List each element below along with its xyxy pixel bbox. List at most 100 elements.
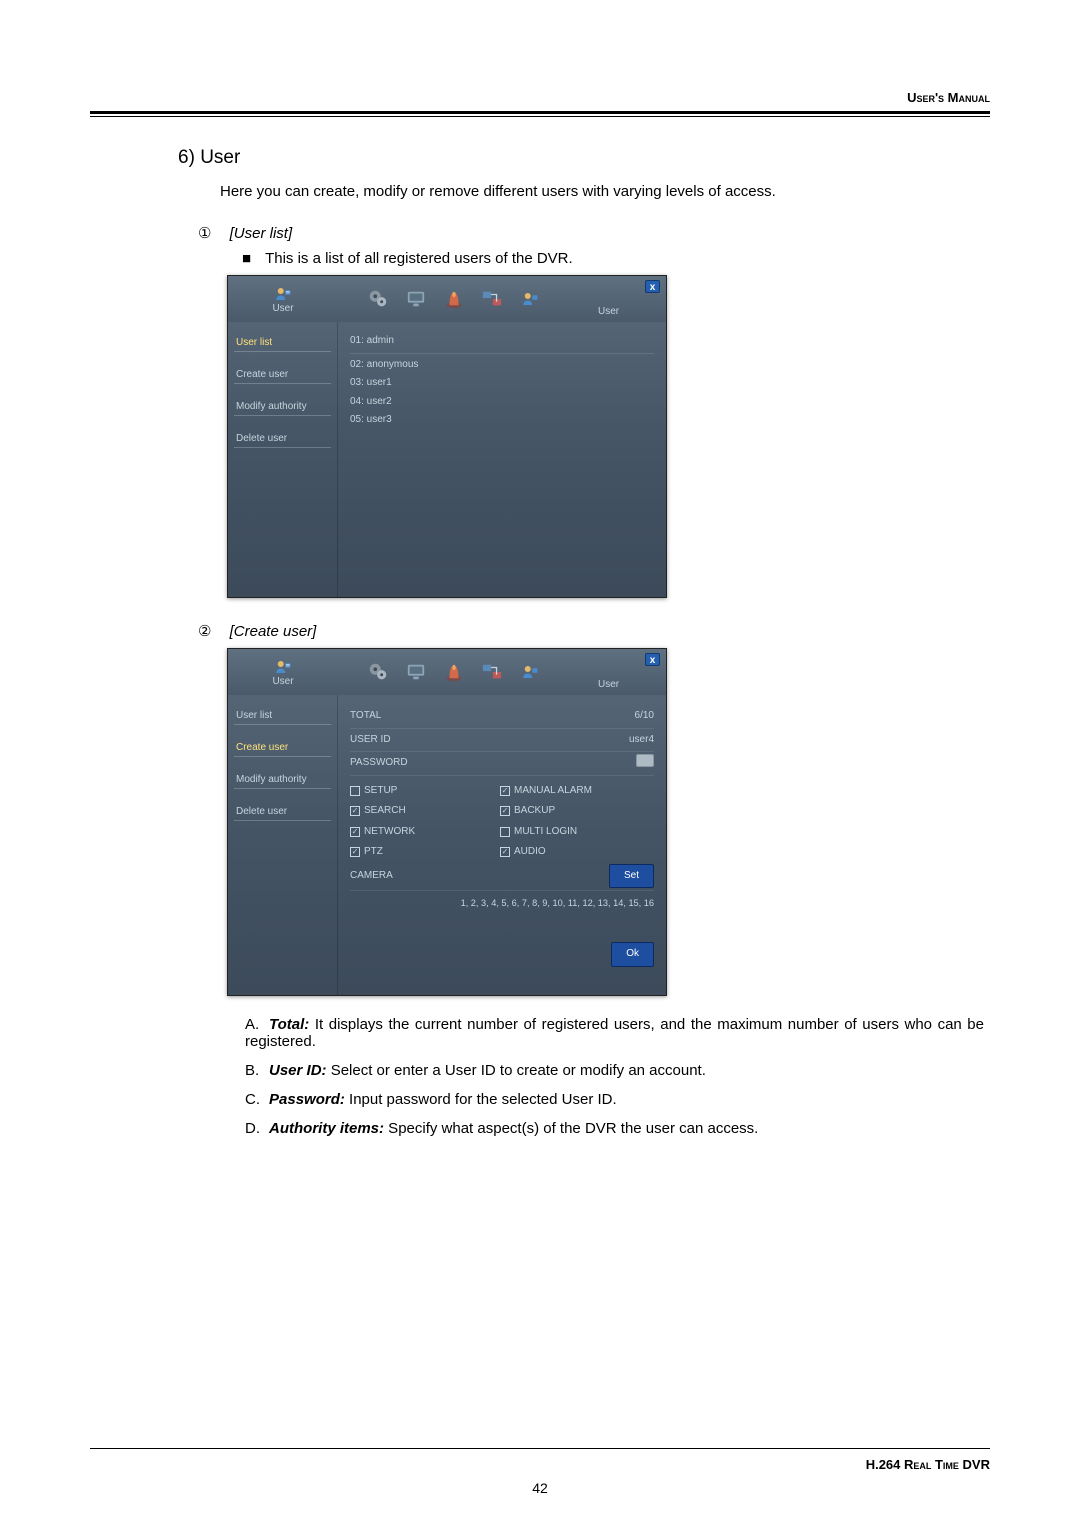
- alarm-icon[interactable]: [442, 661, 466, 683]
- monitor-icon[interactable]: [404, 288, 428, 310]
- row-userid: USER ID user4: [350, 729, 654, 753]
- close-button[interactable]: x: [645, 653, 660, 666]
- checkbox-icon: [500, 847, 510, 857]
- chk-network[interactable]: NETWORK: [350, 823, 500, 842]
- network-icon[interactable]: [480, 288, 504, 310]
- chk-ptz[interactable]: PTZ: [350, 843, 500, 862]
- chk-setup[interactable]: SETUP: [350, 782, 500, 801]
- main-panel: TOTAL 6/10 USER ID user4 PASSWORD SETUP …: [338, 695, 666, 995]
- chk-label: AUDIO: [514, 843, 546, 862]
- monitor-icon[interactable]: [404, 661, 428, 683]
- tab-user[interactable]: User: [228, 649, 338, 695]
- user-icon: [273, 658, 293, 676]
- chk-label: MULTI LOGIN: [514, 823, 577, 842]
- sidebar-item-userlist[interactable]: User list: [234, 707, 331, 725]
- section-intro: Here you can create, modify or remove di…: [220, 183, 990, 200]
- screenshot-create-user: User User x User list Create user Modify…: [227, 648, 667, 996]
- desc-label: Password:: [269, 1091, 345, 1108]
- bullet-userlist: ■ This is a list of all registered users …: [242, 250, 990, 267]
- network-icon[interactable]: [480, 661, 504, 683]
- chk-multilogin[interactable]: MULTI LOGIN: [500, 823, 650, 842]
- main-panel: 01: admin 02: anonymous 03: user1 04: us…: [338, 322, 666, 597]
- sidebar: User list Create user Modify authority D…: [228, 322, 338, 597]
- sidebar-item-userlist[interactable]: User list: [234, 334, 331, 352]
- user-icon: [273, 285, 293, 303]
- user-row[interactable]: 01: admin: [350, 332, 654, 351]
- set-button[interactable]: Set: [609, 864, 654, 889]
- chk-search[interactable]: SEARCH: [350, 802, 500, 821]
- gear-icon[interactable]: [366, 288, 390, 310]
- square-bullet: ■: [242, 250, 251, 267]
- chk-audio[interactable]: AUDIO: [500, 843, 650, 862]
- checkbox-icon: [350, 806, 360, 816]
- keyboard-icon[interactable]: [636, 754, 654, 767]
- letter: B.: [245, 1062, 269, 1079]
- desc-text: Input password for the selected User ID.: [345, 1091, 617, 1108]
- camera-list: 1, 2, 3, 4, 5, 6, 7, 8, 9, 10, 11, 12, 1…: [350, 895, 654, 912]
- sidebar-item-createuser[interactable]: Create user: [234, 739, 331, 757]
- desc-text: It displays the current number of regist…: [245, 1016, 984, 1050]
- sidebar-item-deleteuser[interactable]: Delete user: [234, 430, 331, 448]
- close-button[interactable]: x: [645, 280, 660, 293]
- userid-label: USER ID: [350, 731, 391, 750]
- checkbox-icon: [350, 847, 360, 857]
- chk-label: NETWORK: [364, 823, 415, 842]
- header-right: User's Manual: [90, 90, 990, 105]
- checkbox-icon: [350, 827, 360, 837]
- screenshot-user-list: User User x User list Create user Modify…: [227, 275, 667, 598]
- chk-label: SEARCH: [364, 802, 406, 821]
- user-row[interactable]: 04: user2: [350, 393, 654, 412]
- chk-manualalarm[interactable]: MANUAL ALARM: [500, 782, 650, 801]
- bullet-text: This is a list of all registered users o…: [265, 250, 573, 267]
- top-right-user-label: User: [598, 679, 619, 690]
- checkbox-icon: [500, 827, 510, 837]
- checkbox-icon: [500, 786, 510, 796]
- section-number: 6): [178, 147, 195, 168]
- chk-label: MANUAL ALARM: [514, 782, 592, 801]
- user-row[interactable]: 03: user1: [350, 374, 654, 393]
- sidebar-item-deleteuser[interactable]: Delete user: [234, 803, 331, 821]
- sidebar-item-modifyauthority[interactable]: Modify authority: [234, 398, 331, 416]
- checkbox-icon: [500, 806, 510, 816]
- alarm-icon[interactable]: [442, 288, 466, 310]
- tab-user-label: User: [272, 676, 293, 687]
- descriptions: A.Total: It displays the current number …: [245, 1016, 990, 1137]
- sidebar-item-createuser[interactable]: Create user: [234, 366, 331, 384]
- desc-d: D.Authority items: Specify what aspect(s…: [245, 1120, 990, 1137]
- subsection-2-heading: [Create user]: [230, 623, 317, 640]
- desc-a: A.Total: It displays the current number …: [245, 1016, 990, 1050]
- top-right-user-label: User: [598, 306, 619, 317]
- footer-right: H.264 Real Time DVR: [866, 1457, 990, 1472]
- subsection-create-user: ② [Create user]: [198, 622, 990, 640]
- user-tab-icon[interactable]: [518, 661, 542, 683]
- user-row[interactable]: 05: user3: [350, 411, 654, 430]
- ok-button[interactable]: Ok: [611, 942, 654, 967]
- footer: H.264 Real Time DVR: [90, 1448, 990, 1472]
- checkbox-icon: [350, 786, 360, 796]
- gear-icon[interactable]: [366, 661, 390, 683]
- password-label: PASSWORD: [350, 754, 408, 773]
- total-value: 6/10: [635, 707, 654, 726]
- sidebar: User list Create user Modify authority D…: [228, 695, 338, 995]
- userid-value[interactable]: user4: [629, 731, 654, 750]
- marker-1: ①: [198, 225, 211, 242]
- sidebar-item-modifyauthority[interactable]: Modify authority: [234, 771, 331, 789]
- letter: C.: [245, 1091, 269, 1108]
- chk-label: SETUP: [364, 782, 397, 801]
- desc-b: B.User ID: Select or enter a User ID to …: [245, 1062, 990, 1079]
- desc-c: C.Password: Input password for the selec…: [245, 1091, 990, 1108]
- authority-grid: SETUP MANUAL ALARM SEARCH BACKUP NETWORK…: [350, 782, 654, 862]
- chk-label: BACKUP: [514, 802, 555, 821]
- subsection-user-list: ① [User list]: [198, 224, 990, 242]
- tab-user-label: User: [272, 303, 293, 314]
- letter: A.: [245, 1016, 269, 1033]
- header-rule: [90, 111, 990, 117]
- tab-user[interactable]: User: [228, 276, 338, 322]
- subsection-1-heading: [User list]: [230, 225, 293, 242]
- user-row[interactable]: 02: anonymous: [350, 356, 654, 375]
- desc-text: Select or enter a User ID to create or m…: [327, 1062, 706, 1079]
- user-tab-icon[interactable]: [518, 288, 542, 310]
- marker-2: ②: [198, 623, 211, 640]
- row-camera: CAMERA Set: [350, 864, 654, 892]
- chk-backup[interactable]: BACKUP: [500, 802, 650, 821]
